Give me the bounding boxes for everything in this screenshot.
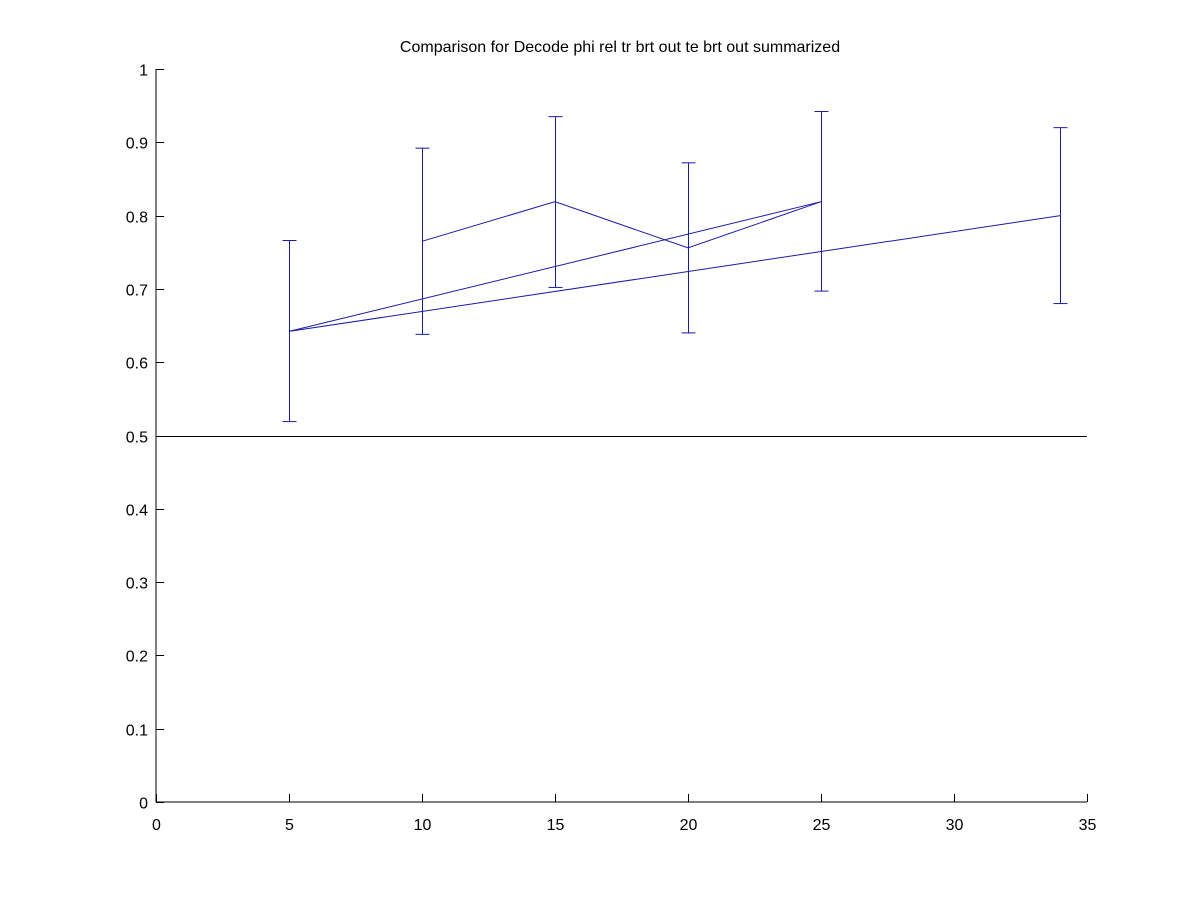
x-tick-label: 35 [1079,817,1097,834]
y-tick-label: 0.8 [126,210,148,227]
x-tick-label: 30 [946,817,964,834]
error-bar [548,116,563,288]
y-tick-label: 1 [139,63,148,80]
error-bar [1053,127,1068,305]
axes: 00.10.20.30.40.50.60.70.80.910 5 10 15 20 25 3… [126,63,1097,835]
x-tick-label: 10 [414,817,432,834]
error-bars [282,111,1068,423]
series-line-2 [421,201,822,249]
y-tick-label: 0.5 [126,430,148,447]
y-tick-label: 0.2 [126,649,148,666]
error-bar [681,162,696,334]
error-bar [814,111,829,292]
x-tick-label: 5 [285,817,294,834]
error-bar [282,240,297,423]
y-tick-label: 0.6 [126,356,148,373]
x-tick-label: 20 [680,817,698,834]
series-line-3 [288,215,1061,332]
x-tick-label: 25 [813,817,831,834]
error-bar [415,147,430,335]
x-tick-label: 0 [152,817,161,834]
y-tick-label: 0 [139,796,148,813]
y-tick-label: 0.9 [126,136,148,153]
chart-title: Comparison for Decode phi rel tr brt out… [400,39,840,56]
x-tick-label: 15 [547,817,565,834]
y-tick-label: 0.7 [126,283,148,300]
y-tick-label: 0.4 [126,503,148,520]
y-tick-label: 0.3 [126,576,148,593]
y-tick-label: 0.1 [126,723,148,740]
